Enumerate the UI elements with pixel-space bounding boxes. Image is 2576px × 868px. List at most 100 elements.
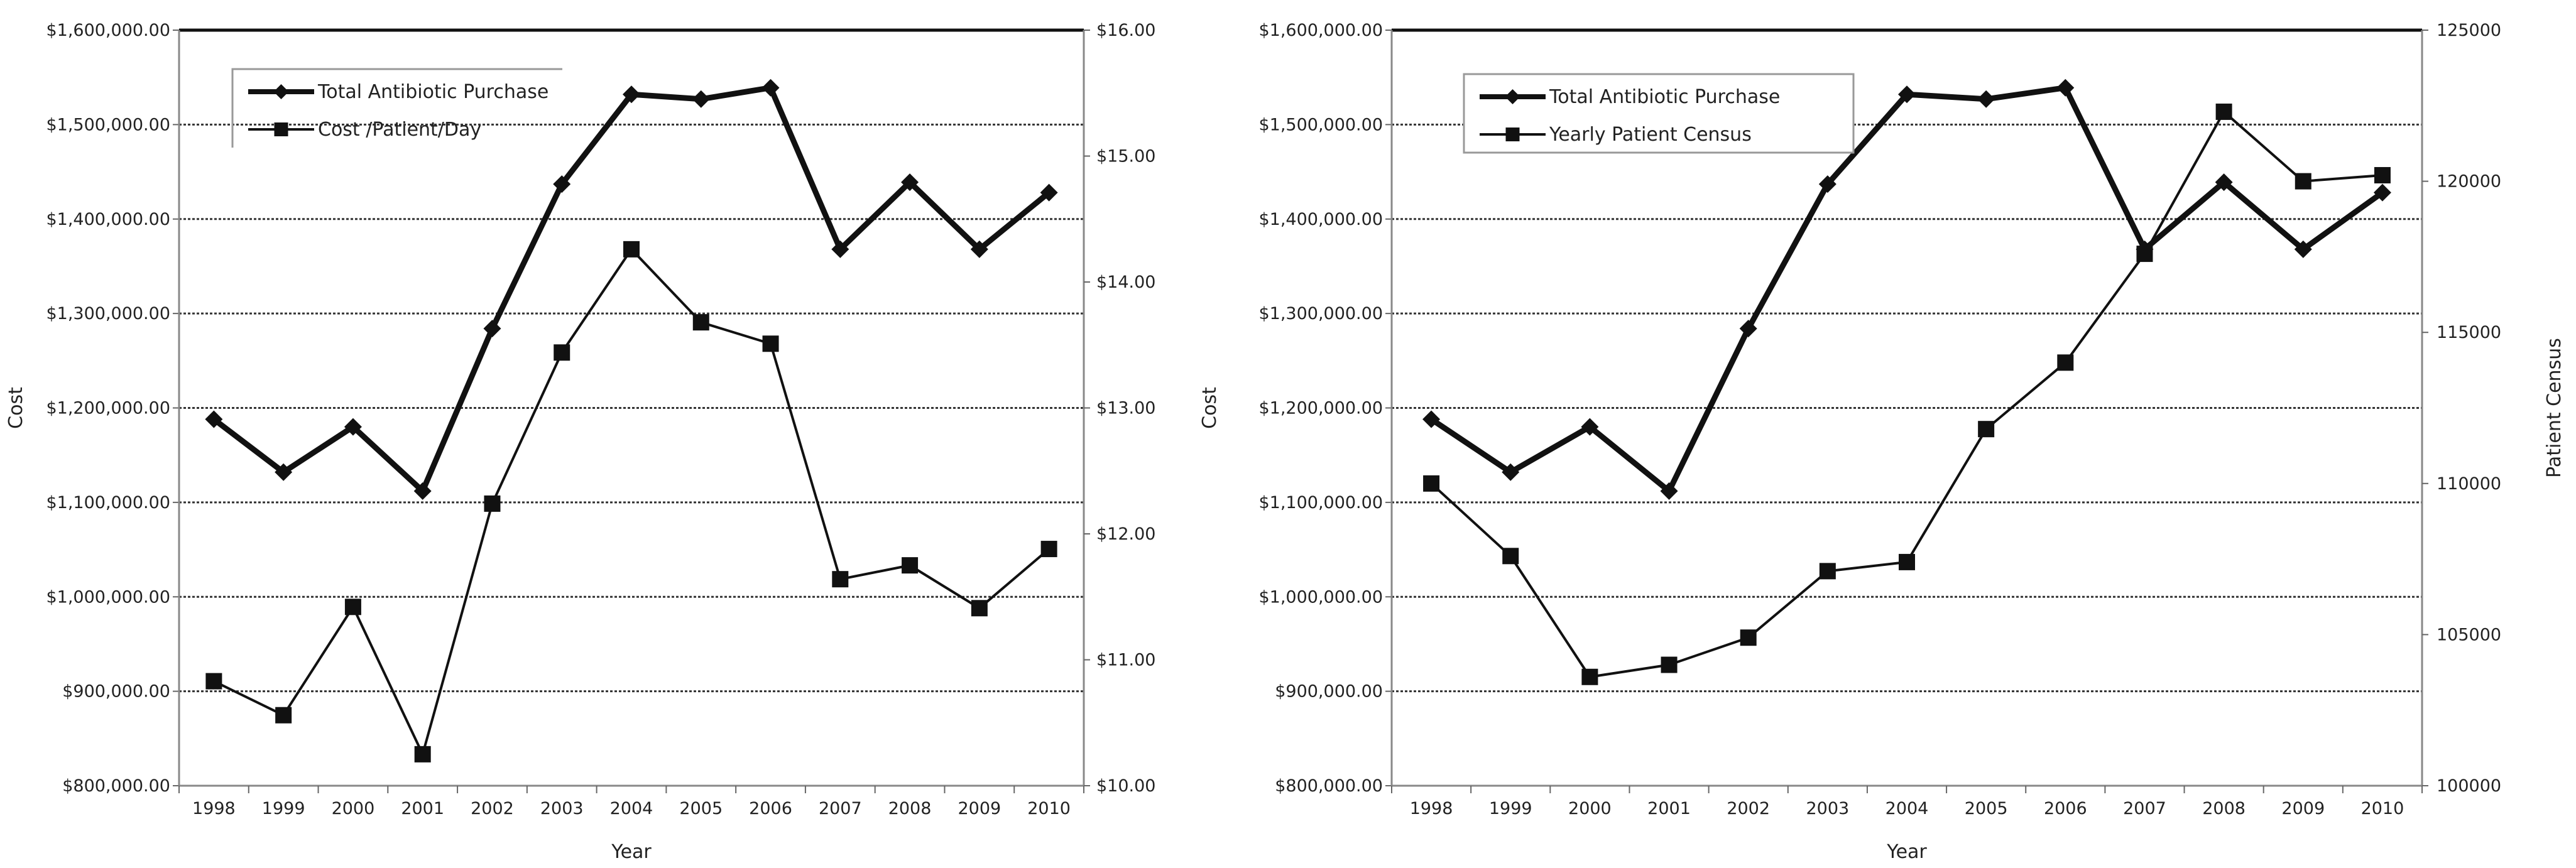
data-point-diamond (970, 240, 988, 258)
y-axis-title: Cost (1199, 387, 1221, 429)
chart-right: $800,000.00 $900,000.00 $1,000,000.00 $1,10… (1199, 21, 2565, 863)
y-tick-label: $1,300,000.00 (46, 304, 170, 323)
data-point-diamond (761, 79, 780, 97)
legend-label: Cost /Patient/Day (318, 119, 481, 141)
x-tick-label: 2002 (471, 799, 514, 818)
data-point-diamond (623, 85, 640, 104)
data-point-diamond (483, 320, 501, 338)
x-tick-label: 2006 (749, 799, 792, 818)
data-point-diamond (1422, 410, 1441, 428)
data-point-diamond (205, 410, 223, 428)
x-tick-label: 2000 (332, 799, 375, 818)
y2-tick-label: $10.00 (1096, 776, 1155, 796)
y-axis-title: Cost (5, 387, 27, 429)
x-tick-label: 2008 (2202, 799, 2246, 818)
x-tick-label: 2001 (1647, 799, 1691, 818)
legend-marker-square (274, 122, 288, 136)
y-tick-label: $1,300,000.00 (1258, 304, 1383, 323)
x-tick-label: 2010 (1027, 799, 1071, 818)
data-point-square (2136, 246, 2153, 263)
x-tick-label: 2002 (1727, 799, 1770, 818)
data-point-diamond (413, 482, 432, 500)
data-point-square (484, 495, 501, 512)
y2-tick-label: 125000 (2437, 21, 2501, 40)
y-tick-label: $1,400,000.00 (46, 210, 170, 229)
data-point-diamond (831, 240, 849, 258)
data-point-square (275, 707, 292, 724)
data-point-square (692, 314, 709, 331)
y-tick-label: $1,100,000.00 (1258, 493, 1383, 513)
y2-tick-label: $14.00 (1096, 273, 1155, 292)
x-tick-label: 2004 (1886, 799, 1929, 818)
y2-tick-label: 115000 (2437, 323, 2501, 342)
x-tick-label: 2000 (1568, 799, 1612, 818)
data-point-square (205, 673, 222, 690)
y-tick-label: $800,000.00 (62, 776, 170, 796)
data-point-diamond (2373, 183, 2391, 202)
y-tick-label: $1,100,000.00 (46, 493, 170, 513)
data-point-diamond (1581, 418, 1599, 436)
y-tick-label: $900,000.00 (1275, 682, 1383, 702)
x-tick-label: 2009 (2281, 799, 2325, 818)
y2-tick-label: $16.00 (1096, 21, 1155, 40)
y2-tick-label: $12.00 (1096, 524, 1155, 544)
data-point-square (344, 599, 361, 616)
legend-label: Total Antibiotic Purchase (317, 81, 548, 103)
x-tick-label: 2003 (540, 799, 584, 818)
y-tick-label: $1,200,000.00 (1258, 399, 1383, 418)
y-tick-label: $1,500,000.00 (1258, 115, 1383, 134)
x-tick-label: 2005 (1965, 799, 2008, 818)
series-line-0 (212, 85, 1051, 494)
data-point-diamond (2056, 79, 2075, 97)
legend-marker-diamond (273, 84, 289, 99)
data-point-diamond (1502, 463, 1520, 481)
x-tick-label: 1999 (262, 799, 305, 818)
data-point-diamond (2294, 240, 2312, 258)
data-point-square (1740, 629, 1757, 646)
data-point-square (1502, 548, 1519, 565)
legend-label: Total Antibiotic Purchase (1549, 86, 1780, 108)
x-tick-label: 2003 (1806, 799, 1849, 818)
data-point-square (1819, 563, 1836, 580)
x-tick-label: 2004 (610, 799, 653, 818)
y2-tick-label: 105000 (2437, 625, 2501, 644)
y2-tick-label: 120000 (2437, 172, 2501, 192)
y-tick-label: $1,000,000.00 (46, 587, 170, 607)
y-tick-label: $1,600,000.00 (1258, 21, 1383, 40)
x-tick-label: 2009 (958, 799, 1001, 818)
data-point-square (554, 344, 570, 361)
legend-marker-square (1505, 127, 1520, 141)
x-tick-label: 2008 (888, 799, 932, 818)
y-tick-label: $1,500,000.00 (46, 115, 170, 134)
data-point-square (971, 600, 988, 617)
data-point-square (1978, 421, 1995, 438)
x-tick-label: 2006 (2044, 799, 2087, 818)
y2-axis-title: Patient Census (2543, 338, 2565, 478)
x-tick-label: 1999 (1489, 799, 1532, 818)
data-point-diamond (692, 90, 710, 108)
data-point-diamond (1818, 175, 1836, 193)
y-tick-label: $1,600,000.00 (46, 21, 170, 40)
x-axis-title: Year (1886, 841, 1927, 863)
data-point-square (1040, 541, 1057, 558)
data-point-square (1423, 475, 1440, 492)
data-point-square (623, 241, 640, 258)
x-tick-label: 2007 (819, 799, 862, 818)
data-point-square (2215, 103, 2232, 120)
y-tick-label: $800,000.00 (1275, 776, 1383, 796)
data-point-square (2374, 166, 2391, 183)
data-point-square (832, 571, 849, 588)
y-tick-label: $900,000.00 (62, 682, 170, 702)
x-tick-label: 2010 (2361, 799, 2404, 818)
data-point-diamond (275, 463, 293, 481)
legend-frame (231, 68, 562, 148)
data-point-square (1661, 656, 1678, 673)
data-point-diamond (553, 175, 571, 193)
y-tick-label: $1,000,000.00 (1258, 587, 1383, 607)
legend-marker-diamond (1505, 89, 1520, 104)
y2-tick-label: 110000 (2437, 474, 2501, 494)
y2-tick-label: 100000 (2437, 776, 2501, 796)
x-tick-label: 1998 (192, 799, 236, 818)
data-point-square (2057, 354, 2074, 371)
